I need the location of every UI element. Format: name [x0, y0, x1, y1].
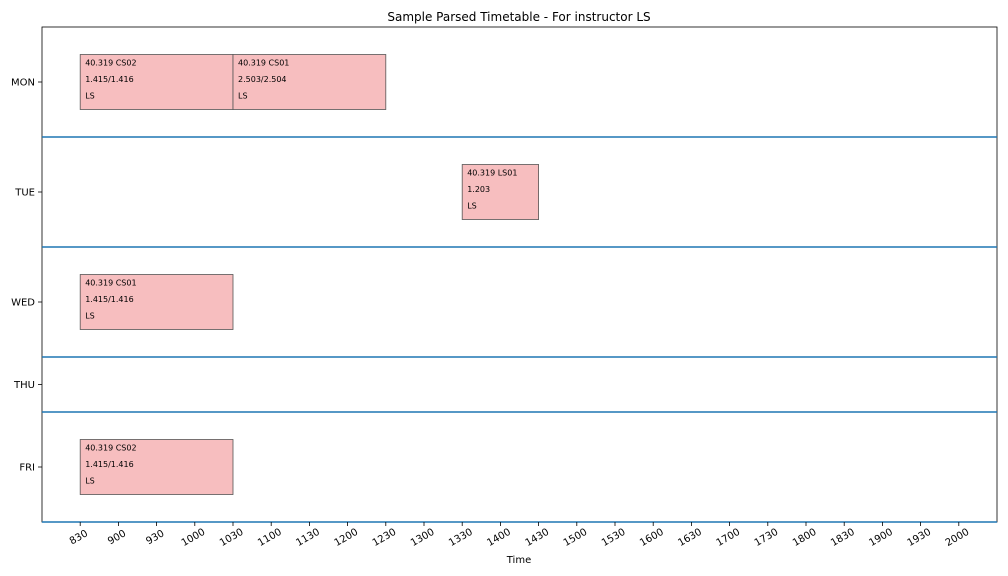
event-4-line-0: 40.319 CS02	[85, 444, 136, 453]
x-tick-label-1300: 1300	[409, 527, 437, 549]
x-tick-label-1030: 1030	[218, 527, 246, 549]
x-tick-label-1800: 1800	[791, 527, 819, 549]
x-tick-label-930: 930	[144, 528, 166, 547]
x-tick-label-1600: 1600	[638, 527, 666, 549]
plot-area: MON TUE WED THU FRI 830 900 930 1000 1030 1100 1130…	[11, 26, 998, 549]
y-tick-label-thu: THU	[13, 380, 35, 391]
x-tick-label-1230: 1230	[371, 527, 399, 549]
x-tick-label-1000: 1000	[180, 527, 208, 549]
event-0-line-2: LS	[85, 92, 95, 101]
y-tick-label-mon: MON	[11, 78, 35, 89]
chart-title: Sample Parsed Timetable - For instructor…	[387, 10, 650, 24]
event-3-line-2: LS	[85, 312, 95, 321]
event-box-4	[79, 439, 234, 495]
x-tick-label-1430: 1430	[524, 527, 552, 549]
y-tick-label-wed: WED	[11, 298, 35, 309]
x-tick-label-1200: 1200	[333, 527, 361, 549]
x-tick-label-1930: 1930	[906, 527, 934, 549]
x-tick-label-1530: 1530	[600, 527, 628, 549]
x-axis-label: Time	[506, 555, 531, 566]
x-tick-label-830: 830	[68, 528, 90, 547]
x-tick-label-1700: 1700	[715, 527, 743, 549]
x-tick-label-1830: 1830	[829, 527, 857, 549]
event-box-3	[79, 274, 234, 330]
event-2-line-0: 40.319 LS01	[467, 169, 517, 178]
event-1-line-1: 2.503/2.504	[238, 75, 287, 84]
x-tick-label-1630: 1630	[676, 527, 704, 549]
x-tick-label-1900: 1900	[867, 527, 895, 549]
x-tick-label-900: 900	[106, 528, 128, 547]
x-tick-label-1330: 1330	[447, 527, 475, 549]
event-4-line-1: 1.415/1.416	[85, 460, 134, 469]
x-tick-label-1100: 1100	[256, 527, 284, 549]
event-box-1	[232, 54, 387, 110]
event-1-line-0: 40.319 CS01	[238, 59, 289, 68]
y-tick-label-fri: FRI	[19, 463, 35, 474]
event-0-line-1: 1.415/1.416	[85, 75, 134, 84]
event-1-line-2: LS	[238, 92, 248, 101]
y-tick-label-tue: TUE	[14, 188, 35, 199]
x-tick-label-1730: 1730	[753, 527, 781, 549]
x-tick-label-1500: 1500	[562, 527, 590, 549]
event-3-line-0: 40.319 CS01	[85, 279, 136, 288]
x-tick-label-1130: 1130	[294, 527, 322, 549]
event-4-line-2: LS	[85, 477, 95, 486]
event-2-line-1: 1.203	[467, 185, 490, 194]
event-3-line-1: 1.415/1.416	[85, 295, 134, 304]
x-tick-label-1400: 1400	[485, 527, 513, 549]
x-tick-label-2000: 2000	[944, 527, 972, 549]
event-box-2	[461, 164, 540, 220]
event-2-line-2: LS	[467, 202, 477, 211]
event-0-line-0: 40.319 CS02	[85, 59, 136, 68]
